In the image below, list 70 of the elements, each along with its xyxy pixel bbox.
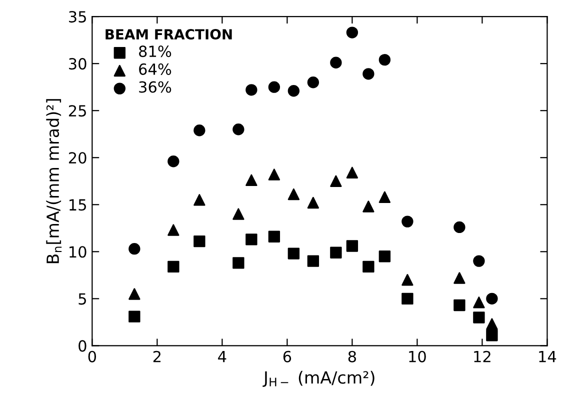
point bbox=[268, 230, 280, 242]
point bbox=[307, 196, 320, 209]
point bbox=[168, 260, 180, 273]
point bbox=[168, 156, 180, 168]
point bbox=[246, 84, 258, 96]
x-tick-label: 0 bbox=[88, 350, 96, 362]
point bbox=[362, 260, 374, 273]
y-tick-label: 25 bbox=[68, 105, 86, 117]
point bbox=[486, 330, 498, 342]
legend-label: 81% bbox=[139, 46, 172, 58]
point bbox=[128, 288, 140, 300]
point bbox=[288, 248, 300, 260]
point bbox=[486, 292, 498, 305]
y-tick-label: 5 bbox=[78, 293, 86, 305]
x-tick-label: 14 bbox=[539, 351, 556, 362]
legend-label: 36% bbox=[139, 81, 172, 93]
point bbox=[378, 54, 391, 66]
x-axis-title: J$_{H−}$ (mA/cm²) bbox=[262, 370, 374, 387]
y-tick-label: 10 bbox=[70, 246, 86, 258]
x-tick-label: 6 bbox=[283, 350, 292, 362]
legend-label: 64% bbox=[139, 63, 172, 75]
y-axis-title: B$_{n}$[mA/(mm mrad)²] bbox=[46, 99, 62, 264]
point bbox=[402, 292, 414, 305]
point bbox=[486, 318, 498, 330]
point bbox=[194, 124, 206, 136]
point bbox=[168, 224, 180, 236]
point bbox=[378, 250, 391, 262]
point bbox=[346, 240, 358, 252]
point bbox=[473, 255, 485, 267]
point bbox=[330, 56, 342, 68]
x-tick-label: 2 bbox=[153, 350, 160, 362]
point bbox=[246, 174, 258, 186]
point bbox=[454, 221, 466, 234]
point bbox=[194, 235, 206, 248]
point bbox=[454, 272, 466, 284]
x-tick-label: 10 bbox=[409, 350, 426, 362]
point bbox=[402, 216, 414, 228]
point bbox=[268, 81, 280, 93]
point bbox=[246, 234, 258, 246]
point bbox=[288, 188, 300, 200]
y-tick-label: 0 bbox=[78, 340, 86, 352]
point bbox=[346, 166, 358, 179]
point bbox=[330, 246, 342, 258]
point bbox=[232, 208, 244, 220]
point bbox=[194, 194, 206, 206]
point bbox=[330, 175, 342, 187]
y-tick-label: 35 bbox=[69, 11, 86, 23]
y-tick-label: 15 bbox=[70, 199, 86, 211]
y-tick-label: 20 bbox=[68, 152, 86, 164]
point bbox=[232, 257, 244, 269]
legend-title: BEAM FRACTION bbox=[106, 29, 232, 40]
x-tick-label: 12 bbox=[474, 350, 490, 362]
point bbox=[402, 274, 414, 286]
point bbox=[378, 191, 391, 203]
point bbox=[288, 85, 300, 97]
x-tick-label: 8 bbox=[348, 350, 356, 362]
point bbox=[232, 124, 244, 136]
point bbox=[307, 76, 320, 88]
point bbox=[128, 310, 140, 322]
y-tick-label: 30 bbox=[69, 58, 86, 70]
point bbox=[362, 68, 374, 80]
point bbox=[362, 200, 374, 212]
x-tick-label: 4 bbox=[218, 351, 226, 362]
point bbox=[268, 168, 280, 180]
point bbox=[346, 26, 358, 38]
point bbox=[473, 312, 485, 324]
point bbox=[454, 299, 466, 312]
point bbox=[307, 255, 320, 267]
point bbox=[473, 296, 485, 308]
point bbox=[128, 242, 140, 255]
